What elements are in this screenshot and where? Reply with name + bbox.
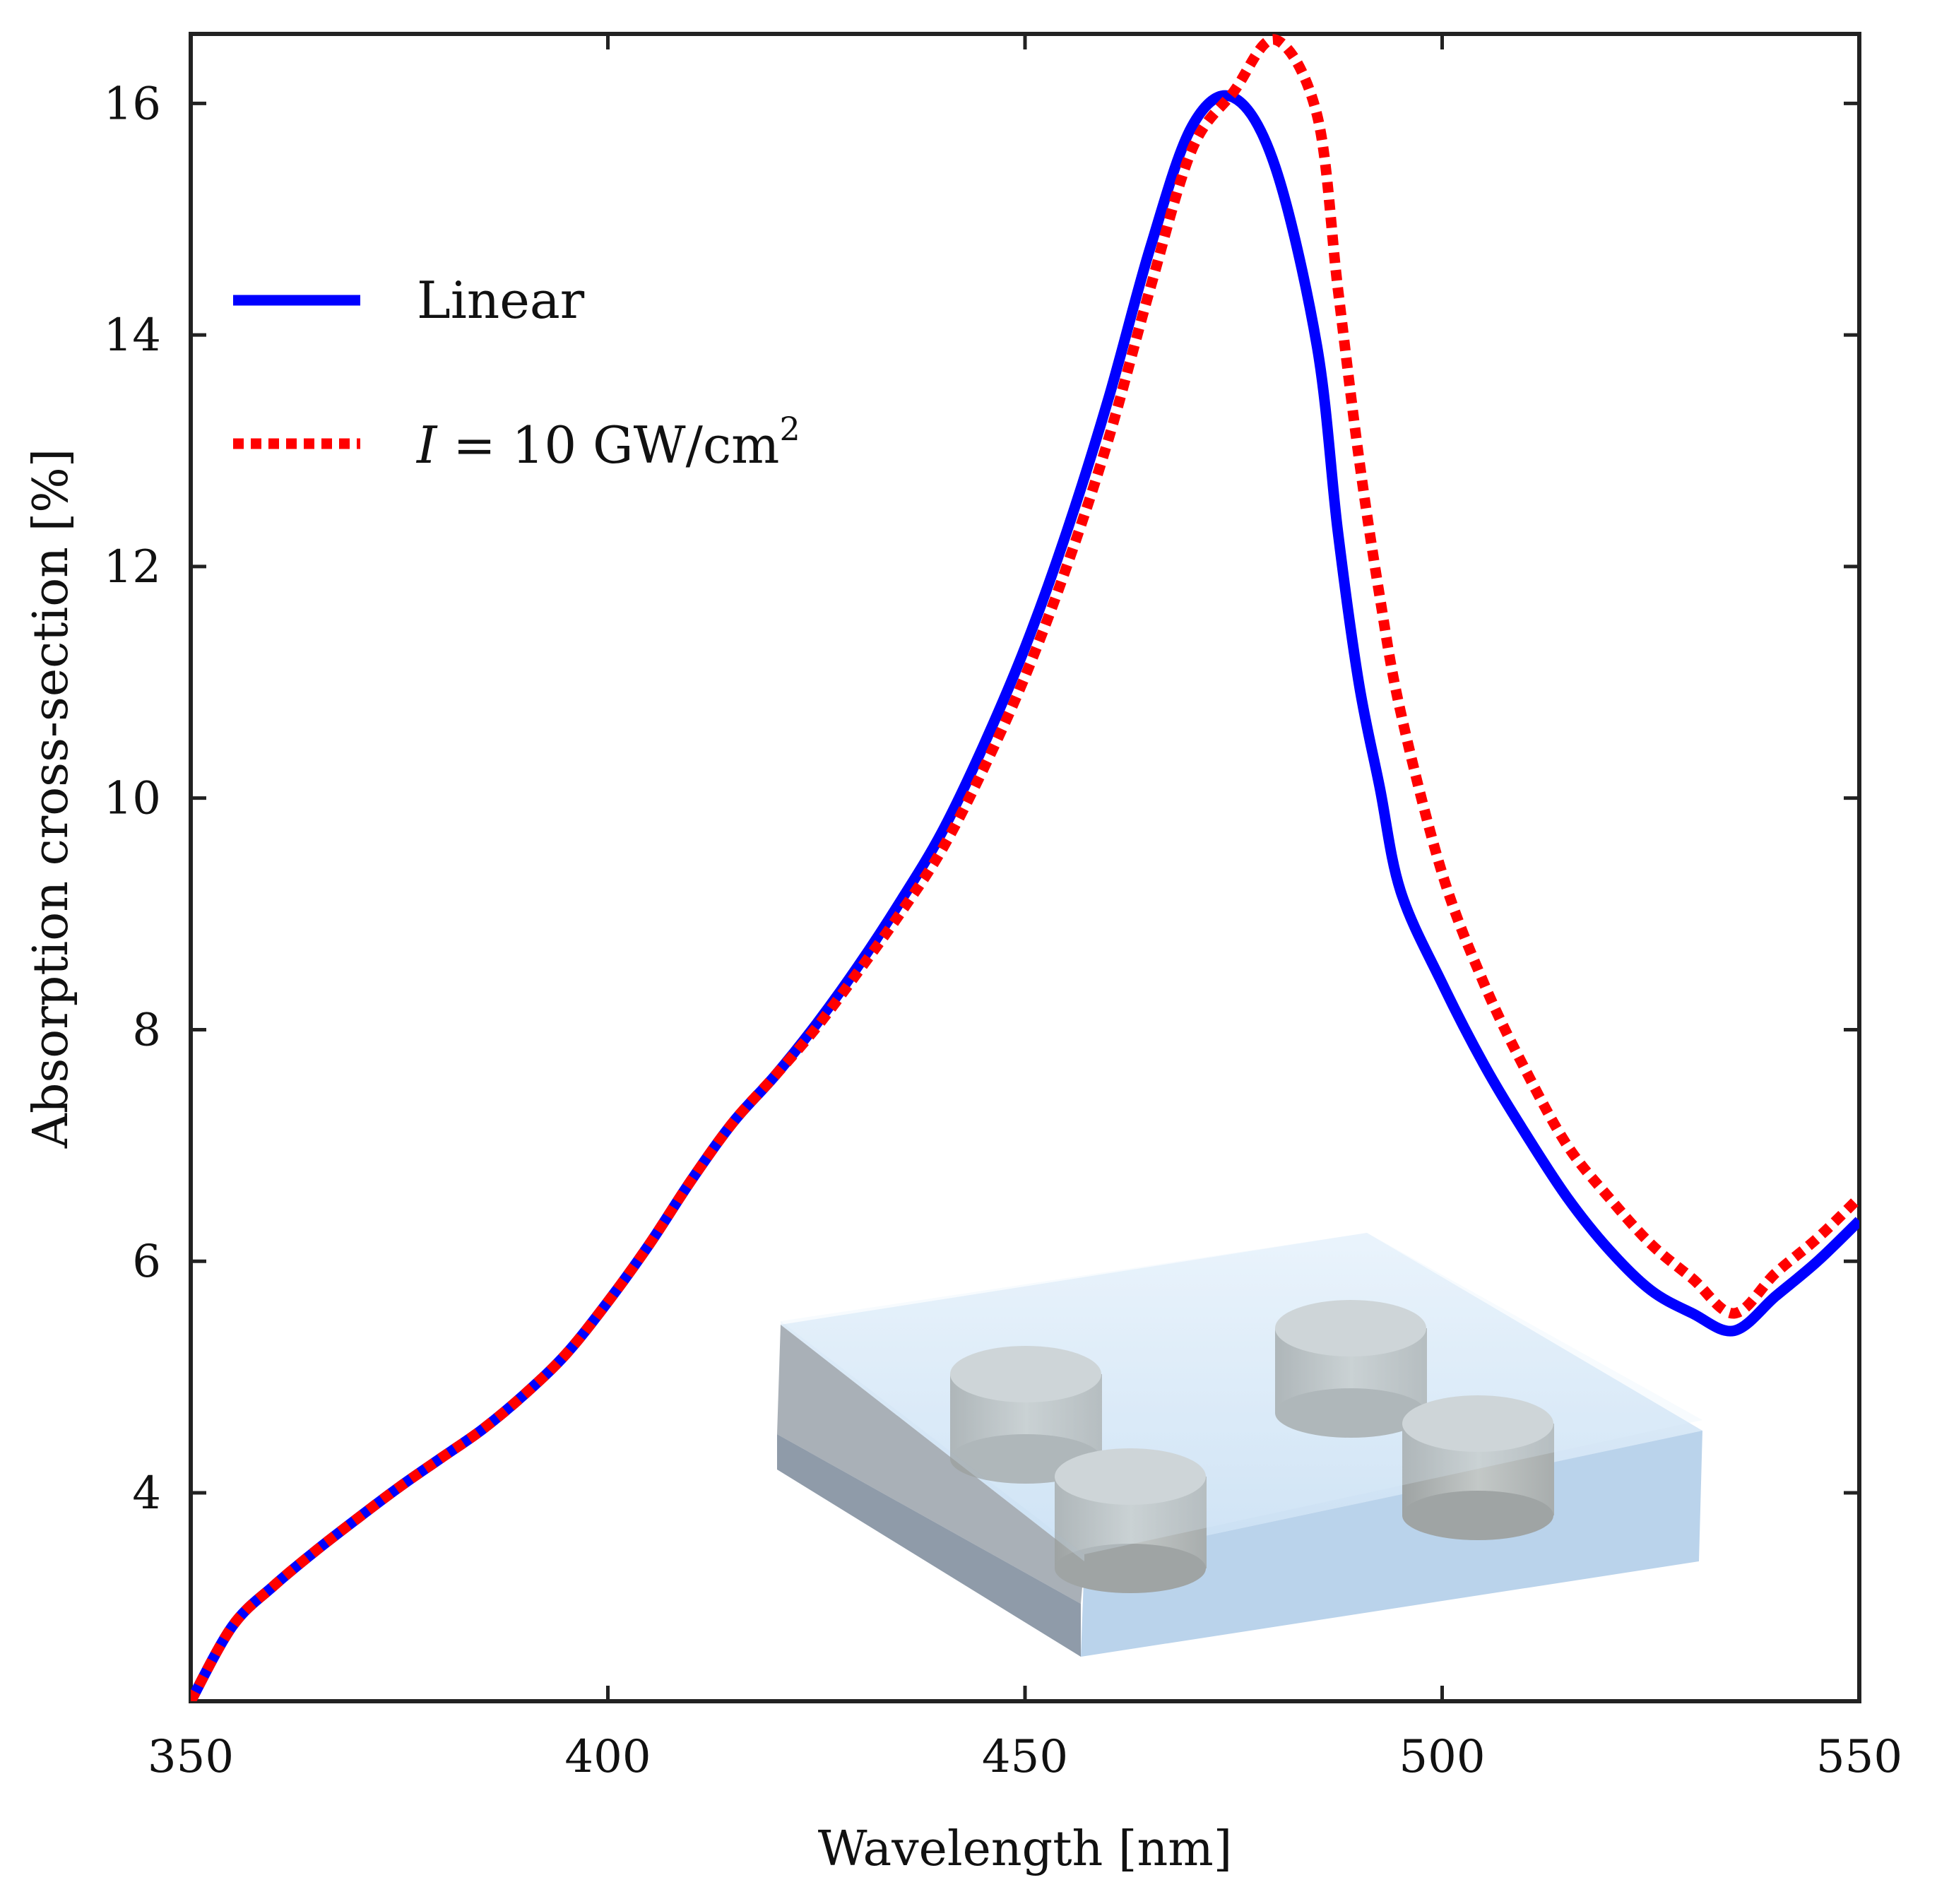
y-tick-label: 14	[104, 309, 161, 362]
plot-area	[191, 34, 1859, 1701]
slab-left-face	[777, 1325, 1084, 1604]
y-axis-ticks: 4 6 8 10 12 14 16	[104, 78, 1859, 1520]
y-tick-label: 10	[104, 773, 161, 825]
x-axis-label: Wavelength [nm]	[818, 1821, 1233, 1877]
legend-linear-label: Linear	[417, 271, 585, 330]
cylinder-back-left	[950, 1346, 1102, 1484]
slab-bottom-edge	[777, 1434, 1081, 1657]
cylinder-back-right	[1275, 1300, 1427, 1438]
y-tick-label: 8	[132, 1004, 161, 1056]
superstrate-left	[781, 1321, 1084, 1561]
y-tick-label: 16	[104, 78, 161, 130]
x-tick-label: 500	[1399, 1731, 1485, 1783]
y-tick-label: 12	[104, 541, 161, 593]
x-tick-label: 450	[982, 1731, 1068, 1783]
cylinder-front-right	[1402, 1395, 1554, 1540]
legend-intensity-label: I = 10 GW/cm2	[415, 410, 800, 475]
x-tick-label: 350	[148, 1731, 234, 1783]
y-tick-label: 4	[132, 1467, 161, 1520]
x-axis-ticks: 350 400 450 500 550	[148, 34, 1902, 1783]
superstrate-top	[781, 1233, 1702, 1554]
y-axis-label: Absorption cross-section [%]	[23, 449, 79, 1149]
x-tick-label: 400	[564, 1731, 651, 1783]
x-tick-label: 550	[1816, 1731, 1902, 1783]
cylinder-front-left	[1055, 1448, 1207, 1593]
y-tick-label: 6	[132, 1236, 161, 1288]
series-intensity-line	[191, 34, 1859, 1701]
metasurface-inset-illustration	[777, 1233, 1702, 1657]
legend: Linear I = 10 GW/cm2	[233, 271, 800, 475]
